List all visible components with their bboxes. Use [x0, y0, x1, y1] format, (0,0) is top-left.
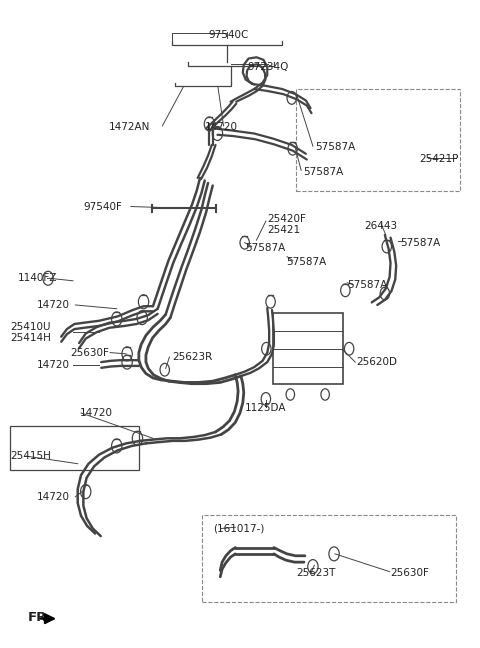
Text: 25623R: 25623R — [172, 352, 212, 362]
Text: 1125DA: 1125DA — [245, 403, 287, 413]
Text: 14720: 14720 — [37, 360, 70, 370]
Text: 25630F: 25630F — [71, 347, 109, 358]
Text: 57587A: 57587A — [286, 257, 326, 267]
Bar — [203, 515, 456, 602]
Text: 25421P: 25421P — [420, 154, 459, 164]
Text: 25420F: 25420F — [267, 214, 306, 224]
Bar — [11, 426, 139, 470]
Text: 57587A: 57587A — [400, 238, 440, 248]
Text: 25623T: 25623T — [297, 568, 336, 578]
Text: (161017-): (161017-) — [214, 524, 265, 533]
Text: 25410U: 25410U — [11, 322, 51, 332]
Text: 57587A: 57587A — [245, 243, 285, 253]
Text: 57587A: 57587A — [303, 167, 344, 177]
Bar — [273, 313, 343, 384]
Text: 97234Q: 97234Q — [248, 62, 289, 72]
Text: 14720: 14720 — [80, 408, 113, 418]
Text: 57587A: 57587A — [347, 280, 387, 290]
Text: 25620D: 25620D — [357, 357, 397, 367]
Text: 25414H: 25414H — [11, 333, 51, 343]
Text: 1472AN: 1472AN — [109, 122, 151, 132]
Text: 25415H: 25415H — [11, 451, 51, 461]
Text: 14720: 14720 — [37, 300, 70, 310]
Text: 14720: 14720 — [204, 122, 238, 132]
Text: 14720: 14720 — [37, 492, 70, 502]
Text: 25630F: 25630F — [391, 568, 430, 578]
Text: 1140FZ: 1140FZ — [18, 273, 57, 283]
Text: 97540C: 97540C — [208, 30, 249, 40]
Text: 97540F: 97540F — [84, 202, 122, 211]
Text: 25421: 25421 — [267, 225, 300, 235]
Text: 57587A: 57587A — [315, 143, 356, 152]
Bar — [297, 89, 460, 191]
Text: FR.: FR. — [27, 611, 52, 624]
Text: 26443: 26443 — [364, 220, 398, 231]
